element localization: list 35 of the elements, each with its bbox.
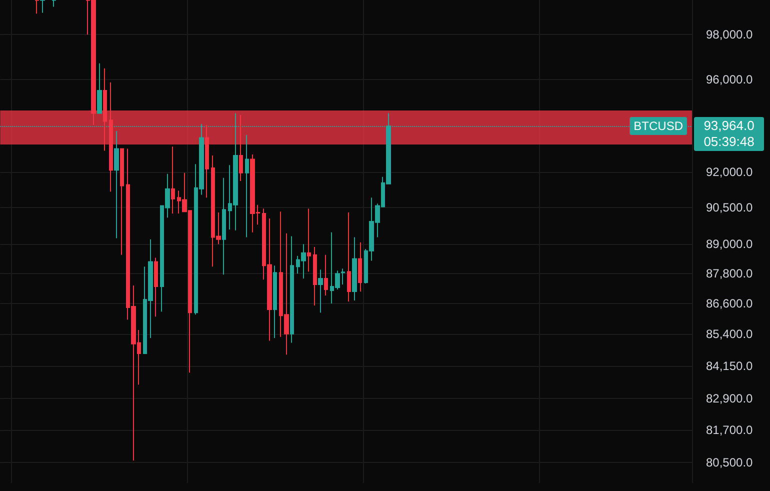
candlestick — [318, 269, 323, 314]
candlestick — [40, 0, 45, 14]
candlestick — [52, 0, 56, 8]
y-tick-label: 92,000.0 — [706, 164, 754, 179]
y-tick-label: 81,700.0 — [706, 423, 754, 438]
ref-line-label: BTCUSD — [634, 119, 684, 134]
y-tick-label: 86,600.0 — [706, 296, 754, 311]
y-tick-label: 80,500.0 — [706, 455, 754, 470]
candlestick — [324, 254, 328, 296]
candlestick — [290, 236, 294, 344]
text: 05:39:48 — [704, 134, 754, 150]
candlestick — [352, 236, 357, 302]
candlestick — [358, 242, 362, 292]
candlestick — [114, 130, 119, 239]
y-tick-label: 84,150.0 — [706, 358, 754, 373]
y-tick-label: 87,800.0 — [706, 266, 754, 281]
candlestick — [120, 148, 124, 256]
candlestick — [273, 265, 277, 338]
candlestick — [154, 257, 158, 318]
candlestick — [341, 268, 345, 286]
candlestick — [97, 62, 102, 114]
candlestick — [347, 212, 351, 302]
y-tick-label: 90,500.0 — [706, 200, 754, 215]
candlestick — [222, 177, 226, 276]
candlestick — [171, 146, 175, 214]
y-tick-label: 98,000.0 — [706, 28, 754, 42]
text: 93,964.0 — [704, 118, 754, 134]
y-tick-label: 85,400.0 — [706, 326, 754, 341]
candlestick — [307, 208, 311, 272]
candlestick — [35, 0, 39, 14]
y-tick-label: 89,000.0 — [706, 237, 754, 252]
y-tick-label: 96,000.0 — [706, 72, 754, 86]
candlestick — [313, 246, 317, 306]
y-tick-label: 82,900.0 — [706, 391, 754, 406]
candlestick — [245, 134, 249, 238]
